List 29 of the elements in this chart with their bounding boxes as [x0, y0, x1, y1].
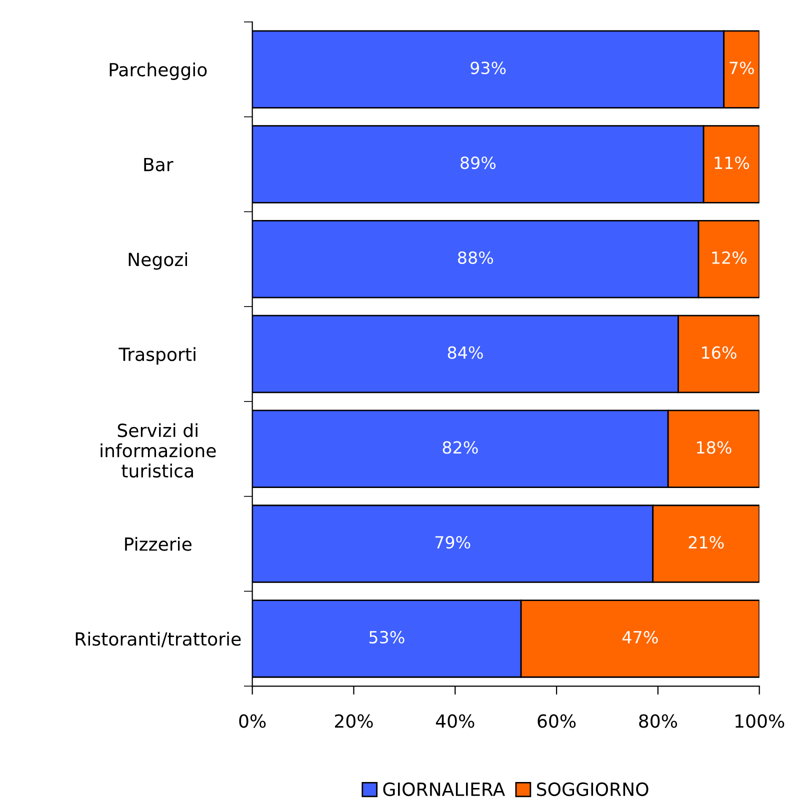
legend-label: GIORNALIERA [383, 782, 505, 796]
data-label: 7% [730, 62, 754, 74]
x-tick-label: 40% [436, 714, 474, 728]
x-tick-label: 0% [239, 714, 266, 728]
y-tick-label: Negozi [128, 252, 187, 270]
x-tick-label: 20% [334, 714, 373, 728]
y-tick-label: Parcheggio [110, 62, 207, 80]
x-tick-label: 80% [639, 714, 678, 728]
y-tick-label: Trasporti [118, 347, 196, 365]
data-label: 12% [712, 251, 747, 264]
data-label: 11% [714, 156, 750, 170]
data-label: 93% [470, 62, 506, 74]
data-label: 88% [458, 251, 494, 264]
data-label: 16% [702, 346, 736, 359]
y-tick-label: Pizzerie [125, 536, 192, 551]
x-tick-label: 60% [538, 714, 576, 728]
data-label: 53% [369, 630, 404, 644]
x-tick-label: 100% [736, 714, 784, 728]
data-label: 84% [448, 346, 483, 359]
data-label: 21% [688, 536, 724, 549]
y-tick-label: Ristoranti/trattorie [76, 632, 241, 648]
y-tick-label: Bar [144, 158, 174, 172]
data-label: 82% [442, 441, 478, 454]
data-label: 47% [622, 630, 658, 644]
data-label: 79% [435, 536, 470, 549]
legend-label: SOGGIORNO [537, 782, 648, 796]
data-label: 89% [460, 156, 496, 170]
data-label: 18% [697, 441, 732, 454]
y-tick-label: Servizi di informazione turistica [100, 423, 216, 478]
